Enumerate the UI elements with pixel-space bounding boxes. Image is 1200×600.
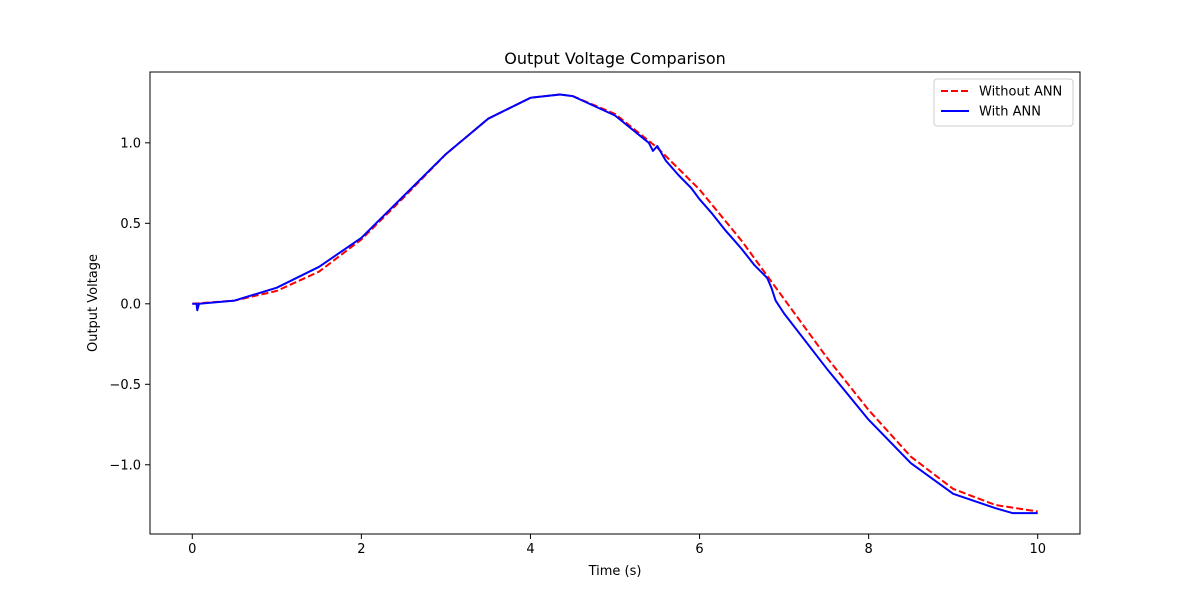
x-tick-label: 10	[1029, 542, 1046, 557]
x-tick-label: 8	[864, 542, 872, 557]
y-tick-label: −0.5	[109, 378, 141, 393]
y-tick-label: 1.0	[120, 136, 141, 151]
x-tick-label: 2	[357, 542, 365, 557]
x-axis: 0 2 4 6 8 10	[188, 534, 1046, 557]
x-axis-label: Time (s)	[588, 564, 642, 579]
chart-title: Output Voltage Comparison	[504, 49, 726, 68]
legend: Without ANN With ANN	[933, 78, 1074, 127]
legend-label: Without ANN	[979, 85, 1062, 100]
x-tick-label: 0	[188, 542, 196, 557]
series-line-2	[192, 93, 1038, 515]
axes-frame	[149, 71, 1081, 535]
series-line-1	[192, 93, 1038, 513]
y-axis: −1.0 −0.5 0.0 0.5 1.0	[109, 136, 150, 473]
y-tick-label: −1.0	[109, 458, 141, 473]
y-tick-label: 0.0	[120, 297, 141, 312]
y-tick-label: 0.5	[120, 217, 141, 232]
legend-label: With ANN	[979, 105, 1041, 120]
y-axis-label: Output Voltage	[86, 254, 101, 352]
plot-area	[192, 93, 1038, 515]
x-tick-label: 6	[695, 542, 703, 557]
legend-box	[933, 78, 1074, 127]
x-tick-label: 4	[526, 542, 534, 557]
